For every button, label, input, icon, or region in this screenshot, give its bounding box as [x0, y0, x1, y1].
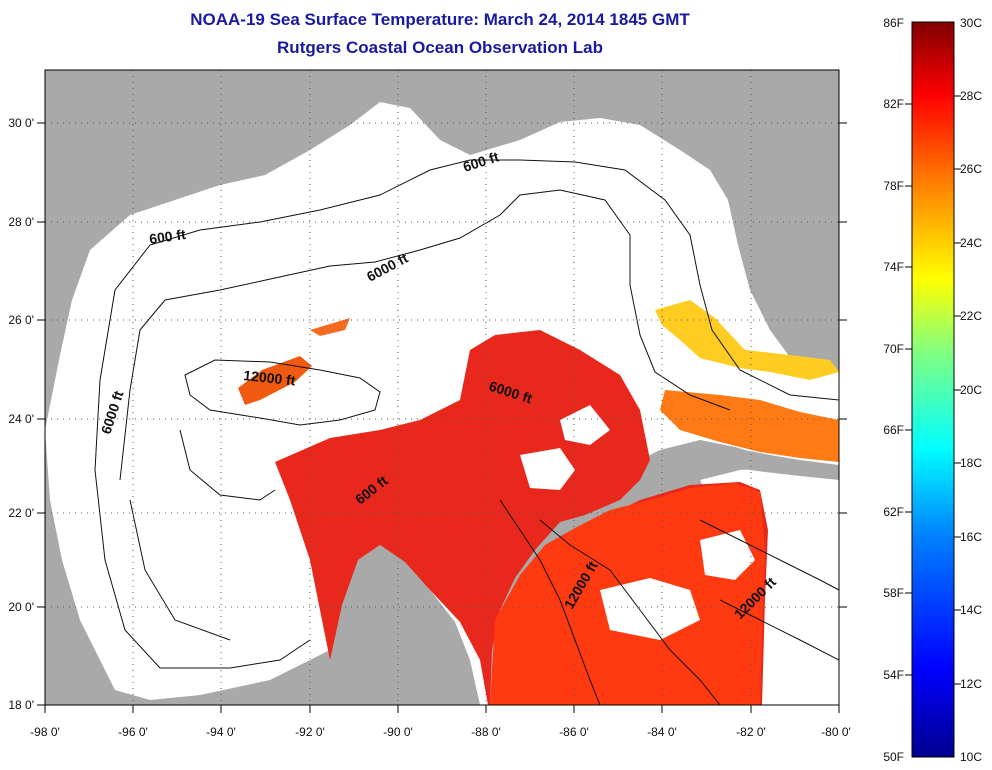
map-grid [45, 70, 839, 705]
lon-tick: -90 0' [383, 725, 413, 739]
lon-tick-labels: -98 0' -96 0' -94 0' -92 0' -90 0' -88 0… [30, 725, 851, 739]
colorbar-c-label: 24C [960, 236, 982, 250]
axis-tick-marks [37, 122, 847, 713]
lat-tick: 30 0' [8, 116, 34, 130]
colorbar-fahrenheit-labels: 86F 82F 78F 74F 70F 66F 62F 58F 54F 50F [883, 16, 904, 764]
contour-label: 600 ft [148, 226, 187, 247]
lat-tick: 18 0' [8, 698, 34, 712]
colorbar-c-label: 28C [960, 89, 982, 103]
colorbar-c-label: 26C [960, 162, 982, 176]
colorbar-f-label: 74F [883, 260, 904, 274]
florida-land [718, 120, 839, 372]
lon-tick: -82 0' [736, 725, 766, 739]
map-frame [44, 69, 840, 706]
colorbar-f-label: 50F [883, 750, 904, 764]
lat-tick: 26 0' [8, 313, 34, 327]
colorbar-f-label: 86F [883, 16, 904, 30]
map-subtitle: Rutgers Coastal Ocean Observation Lab [277, 38, 603, 57]
gulf-water [45, 102, 839, 705]
lon-tick: -94 0' [206, 725, 236, 739]
lon-tick: -86 0' [559, 725, 589, 739]
colorbar-c-label: 18C [960, 456, 982, 470]
colorbar-c-label: 22C [960, 309, 982, 323]
colorbar-f-label: 70F [883, 342, 904, 356]
lat-tick: 24 0' [8, 412, 34, 426]
colorbar-ticks [905, 95, 961, 685]
lon-tick: -80 0' [821, 725, 851, 739]
colorbar-f-label: 54F [883, 668, 904, 682]
lon-tick: -96 0' [118, 725, 148, 739]
lat-tick: 22 0' [8, 506, 34, 520]
lat-tick: 28 0' [8, 215, 34, 229]
colorbar-f-label: 78F [883, 179, 904, 193]
lon-tick: -84 0' [647, 725, 677, 739]
colorbar-c-label: 12C [960, 677, 982, 691]
colorbar-f-label: 58F [883, 586, 904, 600]
lon-tick: -98 0' [30, 725, 60, 739]
bathymetry-contours [94, 159, 839, 705]
contour-label: 12000 ft [243, 367, 297, 388]
lon-tick: -88 0' [471, 725, 501, 739]
colorbar-f-label: 66F [883, 423, 904, 437]
colorbar-c-label: 20C [960, 383, 982, 397]
colorbar-c-label: 10C [960, 750, 982, 764]
colorbar-c-label: 16C [960, 530, 982, 544]
lat-tick-labels: 30 0' 28 0' 26 0' 24 0' 22 0' 20 0' 18 0… [8, 116, 34, 712]
colorbar-c-label: 30C [960, 16, 982, 30]
cuba-land [610, 440, 839, 505]
colorbar [911, 21, 955, 758]
colorbar-f-label: 62F [883, 505, 904, 519]
colorbar-c-label: 14C [960, 603, 982, 617]
lat-tick: 20 0' [8, 600, 34, 614]
colorbar-celsius-labels: 30C 28C 26C 24C 22C 20C 18C 16C 14C 12C … [960, 16, 982, 764]
lon-tick: -92 0' [295, 725, 325, 739]
colorbar-f-label: 82F [883, 97, 904, 111]
map-title: NOAA-19 Sea Surface Temperature: March 2… [190, 10, 690, 29]
